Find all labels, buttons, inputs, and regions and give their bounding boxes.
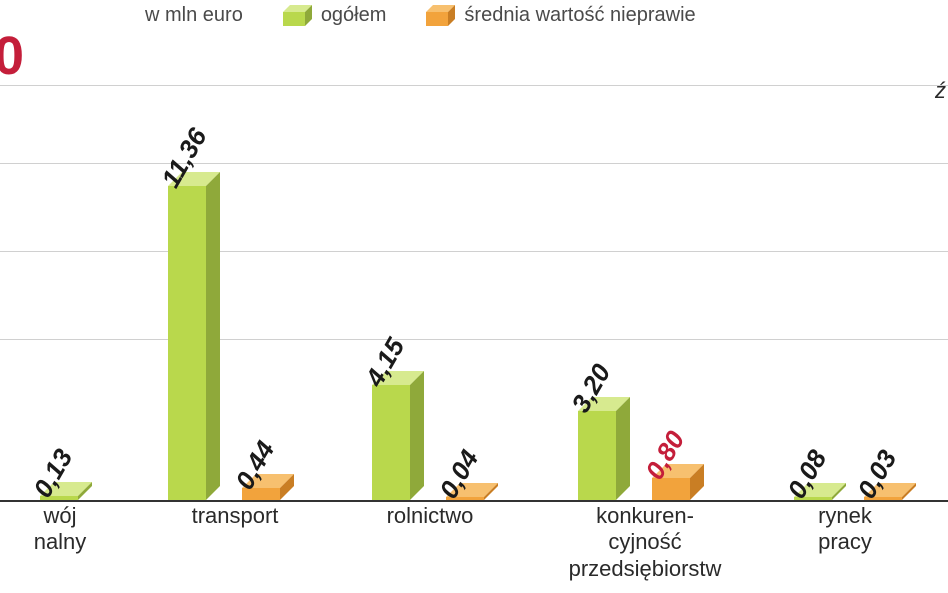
bar-side — [410, 371, 424, 500]
bar-side — [616, 397, 630, 500]
bar — [168, 186, 220, 500]
legend: w mln euro ogółem średnia wartość niepra… — [145, 4, 696, 27]
category-label: wójnalny — [0, 503, 120, 556]
cube-front — [426, 12, 448, 26]
category-label: rolnictwo — [340, 503, 520, 529]
bar-front — [578, 411, 616, 500]
bar-front — [372, 385, 410, 500]
legend-cube-2 — [426, 6, 454, 26]
bar-side — [206, 172, 220, 500]
category-label: transport — [145, 503, 325, 529]
bar — [578, 411, 630, 500]
bar — [372, 385, 424, 500]
legend-label-1: ogółem — [321, 4, 387, 27]
bar-front — [168, 186, 206, 500]
bar-front — [652, 478, 690, 500]
grid-line — [0, 163, 948, 164]
legend-unit: w mln euro — [145, 4, 243, 27]
grid-line — [0, 339, 948, 340]
legend-cube-1 — [283, 6, 311, 26]
legend-item-ogolem: ogółem — [283, 4, 387, 27]
legend-item-srednia: średnia wartość nieprawie — [426, 4, 695, 27]
category-label: rynekpracy — [775, 503, 915, 556]
legend-label-2: średnia wartość nieprawie — [464, 4, 695, 27]
grid-line — [0, 85, 948, 86]
category-label: konkuren-cyjnośćprzedsiębiorstw — [525, 503, 765, 582]
grid-line — [0, 251, 948, 252]
bar-chart: 0,13wójnalny11,360,44transport4,150,04ro… — [0, 85, 948, 500]
cube-front — [283, 12, 305, 26]
zero-marker: 0 — [0, 25, 24, 87]
